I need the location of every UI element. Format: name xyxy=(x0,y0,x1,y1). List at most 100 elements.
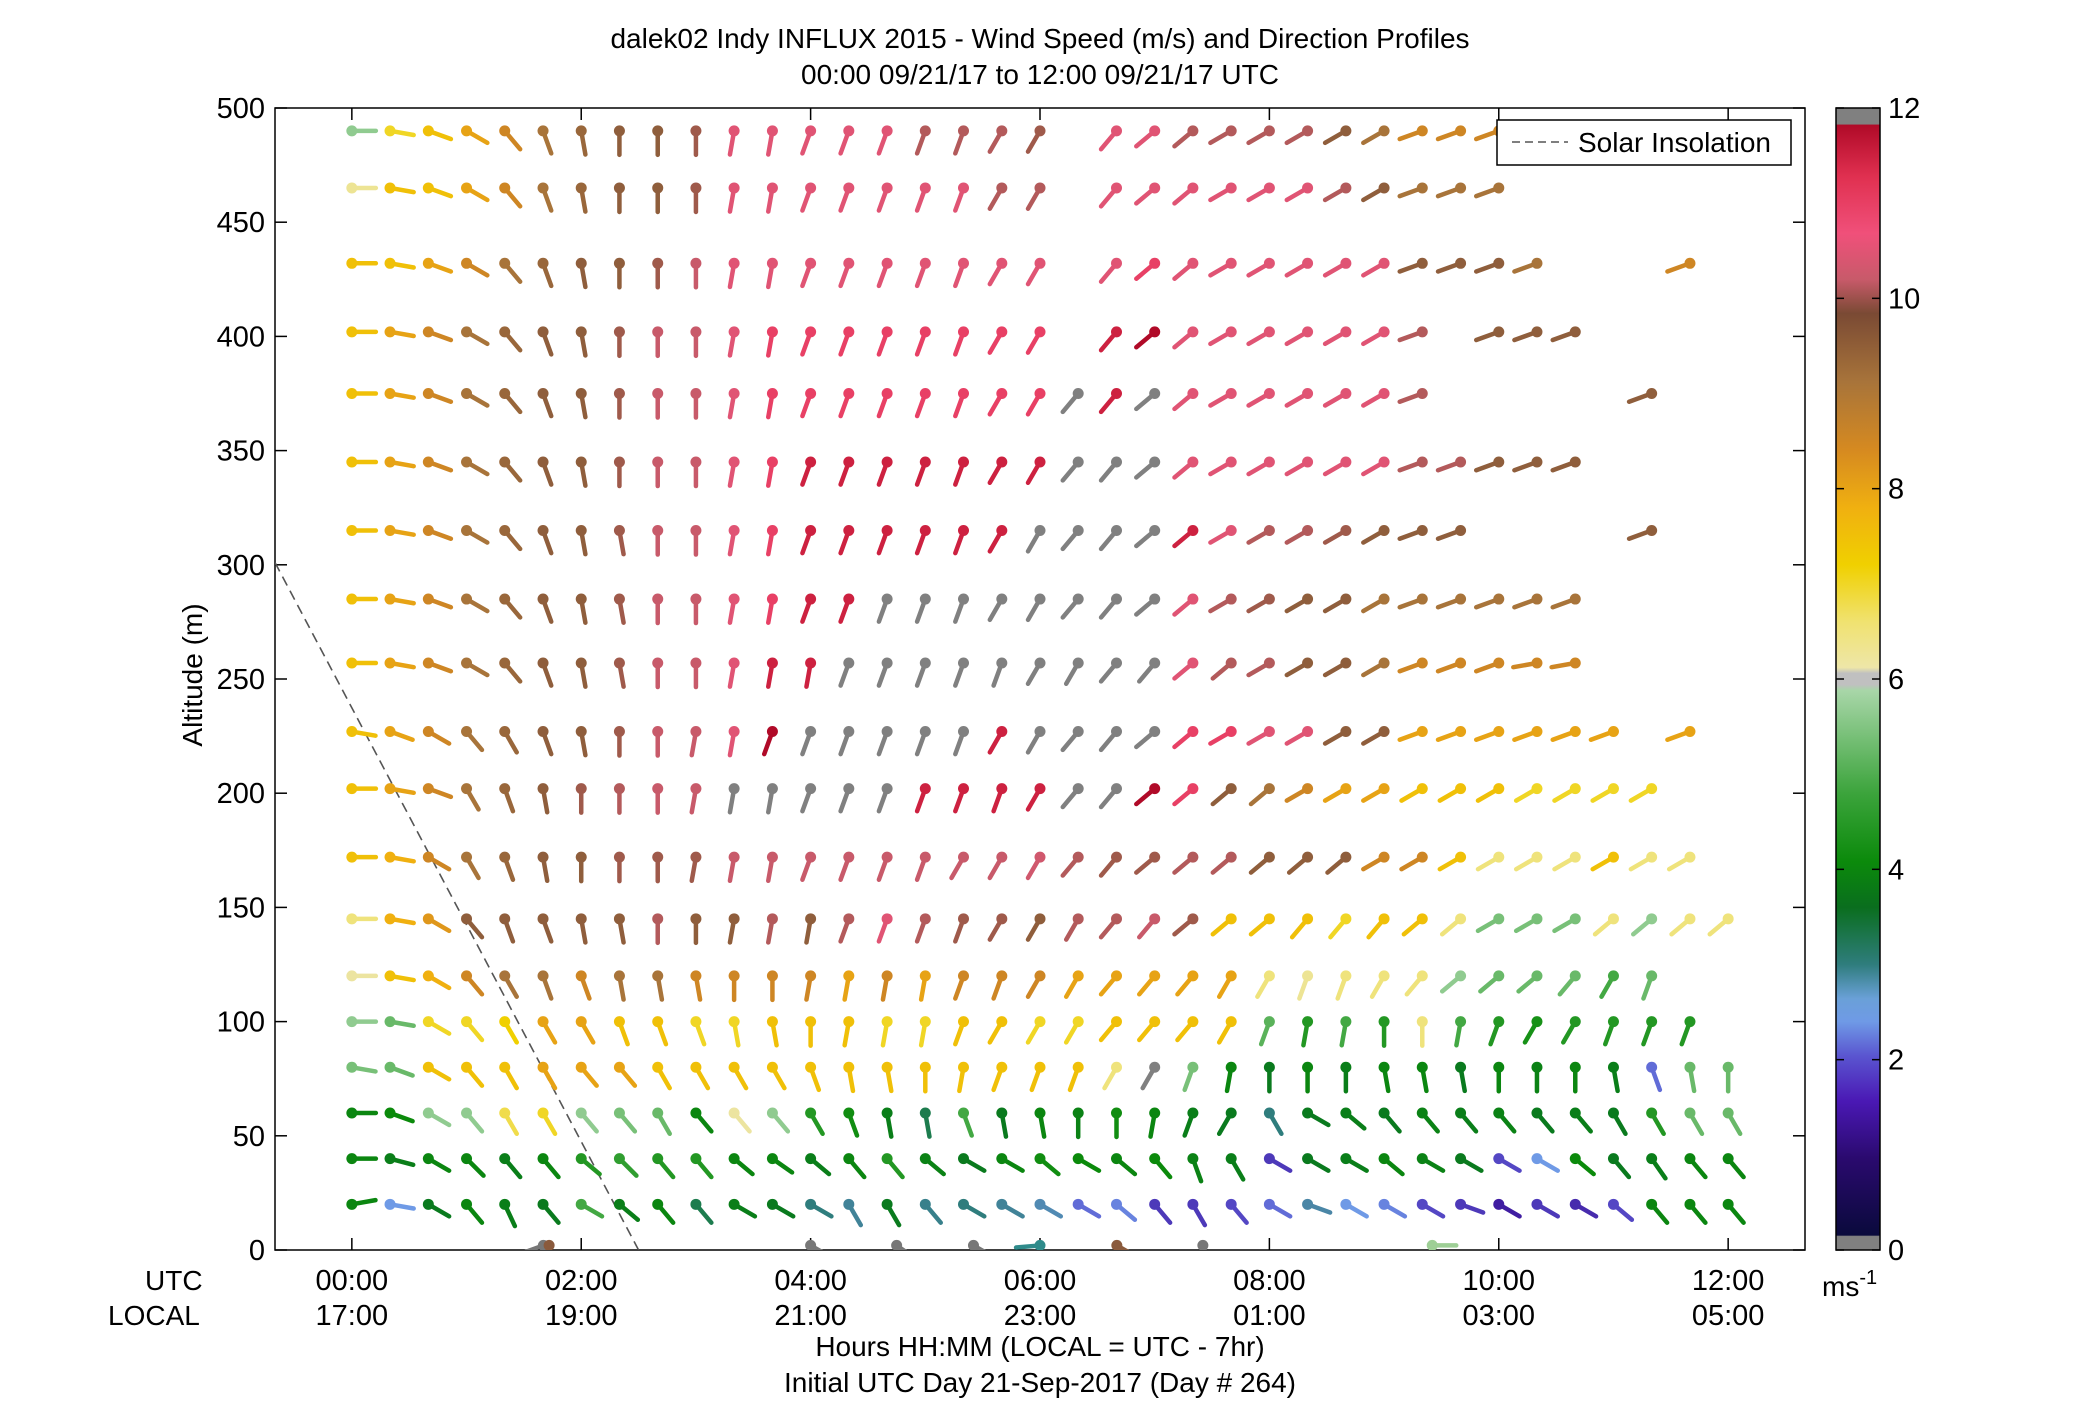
wind-barb-head xyxy=(1569,326,1581,338)
wind-barb-head xyxy=(1263,525,1275,537)
x-tick-label-local: 21:00 xyxy=(774,1300,847,1332)
wind-barb-head xyxy=(1340,182,1352,194)
wind-barb-head xyxy=(958,1061,969,1073)
wind-barb-head xyxy=(1569,593,1581,605)
wind-barb-head xyxy=(919,257,931,269)
wind-barb-head xyxy=(1646,1198,1658,1210)
wind-barb-head xyxy=(537,125,549,137)
wind-barb-head xyxy=(996,783,1008,795)
wind-barb-head xyxy=(1225,726,1237,738)
wind-barb-head xyxy=(1034,1061,1046,1073)
wind-barb-head xyxy=(1034,726,1046,738)
wind-barb-head xyxy=(728,783,740,795)
colorbar-tick-label: 4 xyxy=(1888,854,1904,886)
wind-barb-head xyxy=(919,970,931,982)
y-tick-label: 400 xyxy=(217,321,265,353)
wind-barb-head xyxy=(690,1198,702,1210)
wind-barb-head xyxy=(346,783,358,795)
wind-barb-head xyxy=(958,326,969,338)
wind-barb-head xyxy=(805,783,817,795)
wind-barb-head xyxy=(728,326,740,338)
wind-barb-head xyxy=(1607,1016,1619,1028)
wind-barb-head xyxy=(843,1061,855,1073)
wind-barb-head xyxy=(728,257,740,269)
wind-barb-head xyxy=(1149,525,1161,537)
wind-barb-head xyxy=(1455,125,1467,137)
wind-barb-head xyxy=(1493,970,1505,982)
wind-barb-head xyxy=(422,970,434,982)
wind-barb-head xyxy=(728,1016,740,1028)
wind-barb-head xyxy=(766,593,778,605)
wind-barb-head xyxy=(1531,1198,1543,1210)
wind-barb-head xyxy=(461,1107,473,1119)
wind-barb-head xyxy=(1187,970,1199,982)
wind-barb-head xyxy=(461,657,473,669)
wind-barb-head xyxy=(537,257,549,269)
wind-barb-head xyxy=(996,657,1008,669)
wind-barb-head xyxy=(1072,851,1084,863)
wind-barb-head xyxy=(1072,1061,1084,1073)
wind-barb-head xyxy=(919,456,931,468)
wind-barb-head xyxy=(384,970,396,982)
wind-barb-head xyxy=(575,182,587,194)
y-tick-label: 300 xyxy=(217,550,265,582)
wind-barb-head xyxy=(537,851,549,863)
wind-barb-head xyxy=(1340,851,1352,863)
wind-barb-head xyxy=(690,525,702,537)
wind-barb-head xyxy=(652,783,664,795)
colorbar-tick-label: 8 xyxy=(1888,474,1904,506)
wind-barb-head xyxy=(1455,1016,1467,1028)
wind-barb-head xyxy=(805,125,817,137)
wind-barb-head xyxy=(996,257,1008,269)
wind-barb-head xyxy=(1684,257,1696,269)
wind-barb-head xyxy=(499,1061,511,1073)
wind-barb-head xyxy=(1531,970,1543,982)
wind-barb-head xyxy=(881,1061,893,1073)
wind-barb-head xyxy=(1416,1153,1428,1165)
colorbar-unit-exponent: -1 xyxy=(1859,1267,1877,1289)
wind-barb-head xyxy=(1531,456,1543,468)
wind-barb-head xyxy=(690,257,702,269)
wind-barb-head xyxy=(843,726,855,738)
x-axis-label-line2: Initial UTC Day 21-Sep-2017 (Day # 264) xyxy=(784,1367,1296,1398)
wind-barb-head xyxy=(346,970,358,982)
wind-barb-head xyxy=(1225,388,1237,399)
wind-barb-head xyxy=(881,726,893,738)
wind-barb-head xyxy=(690,726,702,738)
wind-barb-head xyxy=(575,388,587,399)
x-tick-label-utc: 04:00 xyxy=(774,1265,847,1297)
wind-barb-head xyxy=(575,456,587,468)
wind-barb-head xyxy=(1111,851,1122,863)
wind-barb-head xyxy=(1149,1198,1161,1210)
wind-barb-head xyxy=(1378,913,1390,925)
wind-barb-head xyxy=(1034,913,1046,925)
wind-barb-head xyxy=(384,657,396,669)
wind-barb-head xyxy=(652,913,664,925)
wind-barb-head xyxy=(1225,657,1237,669)
wind-barb-head xyxy=(1111,970,1122,982)
wind-barb-head xyxy=(575,913,587,925)
wind-barb-head xyxy=(958,257,969,269)
wind-barb-head xyxy=(1034,1153,1046,1165)
wind-barb-head xyxy=(1263,388,1275,399)
wind-barb-head xyxy=(766,1153,778,1165)
wind-barb-head xyxy=(766,525,778,537)
wind-barb-head xyxy=(958,1153,969,1165)
wind-barb-head xyxy=(1378,1153,1390,1165)
wind-barb-head xyxy=(843,783,855,795)
wind-barb-head xyxy=(690,1061,702,1073)
wind-barb-head xyxy=(499,388,511,399)
wind-barb-head xyxy=(728,1153,740,1165)
x-tick-label-local: 19:00 xyxy=(545,1300,618,1332)
wind-barb-head xyxy=(1340,970,1352,982)
wind-barb-head xyxy=(728,851,740,863)
wind-barb-head xyxy=(766,1016,778,1028)
wind-barb-head xyxy=(575,125,587,137)
wind-barb-head xyxy=(1149,257,1161,269)
wind-barb-head xyxy=(1225,1016,1237,1028)
wind-barb-head xyxy=(1340,525,1352,537)
wind-barb-head xyxy=(499,1107,511,1119)
wind-barb-head xyxy=(461,125,473,137)
wind-barb-head xyxy=(384,388,396,399)
wind-barb-head xyxy=(1455,970,1467,982)
